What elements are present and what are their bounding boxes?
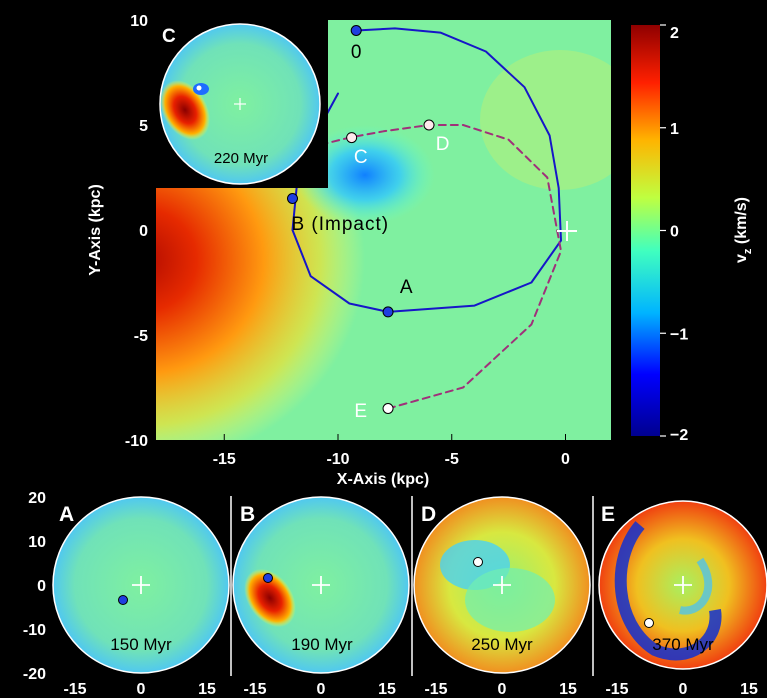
colorbar-tick-label: 1 [670,121,679,138]
panel-e-spiral-arm [614,521,722,661]
y-tick-labels: 10 5 0 -5 -10 [125,13,148,450]
panel-e-time: 370 Myr [652,635,714,654]
panel-b-letter: B [240,503,255,526]
bottom-x-tick-label: -15 [605,681,628,698]
x-tick-labels: -15 -10 -5 0 [213,434,570,468]
bottom-y-tick-label: 0 [37,578,46,595]
marker-label-0: 0 [351,42,362,63]
panel-b-time: 190 Myr [291,635,353,654]
x-axis-label: X-Axis (kpc) [337,471,429,488]
y-tick-label: 5 [139,118,148,135]
panel-a-letter: A [59,503,74,526]
bottom-x-tick-label: 0 [317,681,326,698]
bottom-y-tick-label: 20 [28,490,46,507]
marker-c [346,132,358,144]
yellow-halo [480,50,611,190]
bottom-x-tick-label: 15 [559,681,577,698]
orbit-dashed-line-1 [314,124,562,410]
bottom-x-tick-label: -15 [243,681,266,698]
panel-a-time: 150 Myr [110,635,172,654]
bottom-x-tick-label: -15 [63,681,86,698]
bottom-x-tick-labels: -15 0 15 -15 0 15 -15 0 15 -15 0 15 [63,681,758,698]
y-tick-label: 10 [130,13,148,30]
bottom-x-tick-label: 15 [378,681,396,698]
y-axis-label: Y-Axis (kpc) [87,184,104,276]
panel-b-red-blob [244,568,296,628]
panel-d-time: 250 Myr [471,635,533,654]
panel-d-marker [473,557,483,567]
marker-label-e: E [354,401,367,422]
y-tick-label: -10 [125,433,148,450]
x-tick-label: -15 [213,451,236,468]
bottom-x-tick-label: 15 [198,681,216,698]
inset-c-red-blob [160,80,210,140]
bottom-x-tick-label: -15 [424,681,447,698]
x-tick-label: -10 [326,451,349,468]
marker-d [423,119,435,131]
orbit-solid-line-0 [355,27,562,313]
marker-label-c: C [354,147,368,168]
inset-c-time: 220 Myr [214,150,268,167]
bottom-y-tick-labels: 20 10 0 -10 -20 [23,490,46,683]
inset-panel-c: C 220 Myr [156,20,328,188]
marker-label-b: B (Impact) [291,214,389,235]
bottom-y-tick-label: -10 [23,622,46,639]
main-panel: 0 A B (Impact) C D E [156,20,611,440]
bottom-y-tick-label: 10 [28,534,46,551]
bottom-x-tick-label: 0 [137,681,146,698]
y-tick-label: -5 [134,328,148,345]
marker-b [287,193,298,204]
y-tick-label: 0 [139,223,148,240]
inset-c-marker [196,85,202,91]
marker-0 [350,25,362,36]
colorbar: 2 1 0 −1 −2 vz (km/s) [631,24,754,444]
x-tick-label: 0 [561,451,570,468]
marker-e [382,403,394,414]
x-tick-label: -5 [445,451,459,468]
panel-e-spiral-inner [679,557,713,615]
panel-a-marker [118,595,128,605]
colorbar-label: vz (km/s) [733,197,754,263]
colorbar-tick-label: −2 [670,427,688,444]
colorbar-tick-label: 2 [670,25,679,42]
blueshift-region [295,125,435,225]
panel-e-letter: E [601,503,615,526]
panel-e-marker [644,618,654,628]
marker-label-a: A [400,277,413,298]
bottom-x-tick-label: 0 [498,681,507,698]
marker-a [382,306,394,318]
marker-label-d: D [436,134,450,155]
bottom-x-tick-label: 0 [679,681,688,698]
bottom-panels: A 150 Myr B 190 Myr D 250 Myr E 3 [23,490,767,698]
inset-c-letter: C [162,26,176,47]
colorbar-tick-label: −1 [670,326,688,343]
panel-b-marker [263,573,273,583]
colorbar-tick-label: 0 [670,224,679,241]
panel-d-letter: D [421,503,436,526]
panel-d-inner-region [465,568,555,632]
bottom-y-tick-label: -20 [23,666,46,683]
bottom-x-tick-label: 15 [740,681,758,698]
colorbar-gradient [631,25,660,436]
